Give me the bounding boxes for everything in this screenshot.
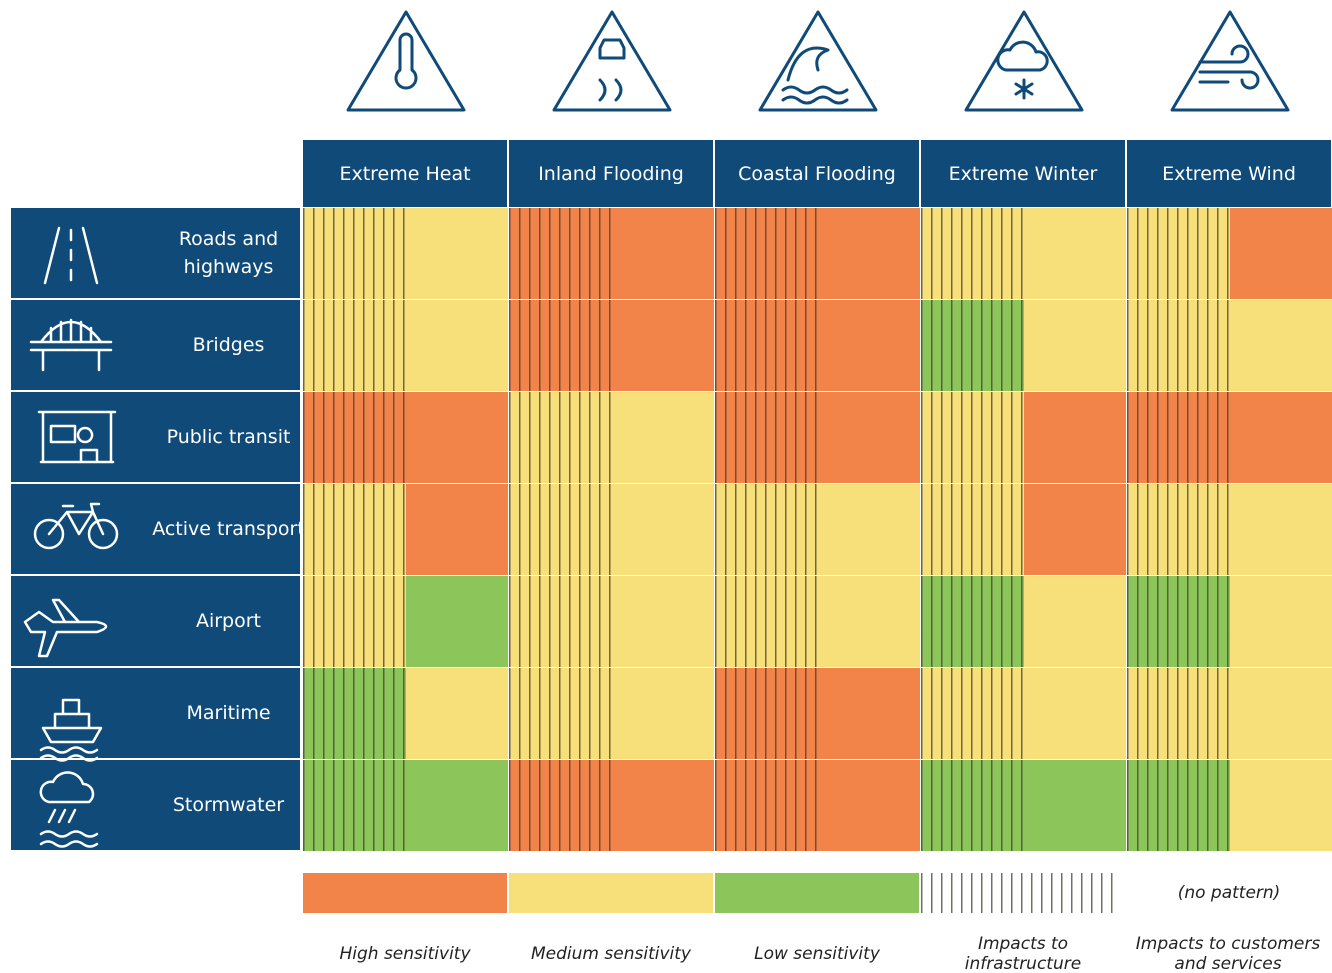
cell-customers	[1024, 300, 1126, 391]
hazard-icons	[346, 10, 1290, 112]
legend-label: Medium sensitivity	[531, 944, 691, 964]
legend-swatch	[509, 873, 713, 913]
column-header: Inland Flooding	[509, 140, 713, 207]
cell-infrastructure	[1127, 392, 1230, 483]
row-label: Active transport	[152, 518, 305, 540]
cell-infrastructure	[921, 484, 1024, 575]
cell-customers	[1230, 392, 1332, 483]
cell-customers	[1024, 576, 1126, 667]
cell-infrastructure	[715, 392, 818, 483]
cell-customers	[818, 300, 920, 391]
cell-customers	[406, 760, 508, 851]
cell-customers	[612, 300, 714, 391]
cell-customers	[1024, 392, 1126, 483]
cell-customers	[1230, 208, 1332, 299]
cell-customers	[1024, 668, 1126, 759]
legend-label: High sensitivity	[339, 944, 471, 964]
row-header: Active transport	[11, 484, 305, 574]
cell-customers	[818, 576, 920, 667]
column-header: Coastal Flooding	[715, 140, 919, 207]
cell-customers	[1230, 576, 1332, 667]
cell-infrastructure	[303, 760, 406, 851]
cell-customers	[406, 300, 508, 391]
cell-infrastructure	[509, 668, 612, 759]
cell-infrastructure	[715, 208, 818, 299]
row-label: Roads and highways	[178, 228, 279, 278]
row-label: Maritime	[186, 702, 271, 724]
cell-infrastructure	[715, 300, 818, 391]
cell-customers	[406, 576, 508, 667]
cell-infrastructure	[921, 668, 1024, 759]
cell-customers	[612, 760, 714, 851]
cell-customers	[406, 668, 508, 759]
cell-customers	[406, 208, 508, 299]
cell-infrastructure	[303, 484, 406, 575]
row-label: Airport	[195, 610, 262, 632]
cell-infrastructure	[1127, 576, 1230, 667]
cell-customers	[1230, 668, 1332, 759]
row-label: Bridges	[192, 334, 265, 356]
cell-customers	[818, 208, 920, 299]
cell-customers	[612, 208, 714, 299]
legend-swatch	[715, 873, 919, 913]
cell-infrastructure	[509, 576, 612, 667]
cell-infrastructure	[509, 484, 612, 575]
cell-infrastructure	[921, 392, 1024, 483]
cell-infrastructure	[303, 208, 406, 299]
cell-customers	[1230, 484, 1332, 575]
column-header: Extreme Winter	[921, 140, 1125, 207]
cell-customers	[818, 484, 920, 575]
cell-infrastructure	[1127, 208, 1230, 299]
cell-infrastructure	[1127, 484, 1230, 575]
cell-infrastructure	[715, 484, 818, 575]
cell-customers	[1024, 208, 1126, 299]
cell-customers	[612, 484, 714, 575]
cell-infrastructure	[509, 300, 612, 391]
legend-label: Low sensitivity	[754, 944, 880, 964]
row-label: Public transit	[166, 426, 291, 448]
cell-infrastructure	[303, 668, 406, 759]
row-header: Bridges	[11, 300, 300, 390]
legend-swatch	[921, 873, 1121, 913]
row-label: Stormwater	[172, 794, 285, 816]
cell-customers	[612, 576, 714, 667]
cell-infrastructure	[715, 668, 818, 759]
cell-infrastructure	[303, 392, 406, 483]
cell-infrastructure	[509, 392, 612, 483]
cell-customers	[818, 392, 920, 483]
legend-label: Impacts to infrastructure	[964, 934, 1082, 973]
cell-infrastructure	[921, 760, 1024, 851]
row-header: Public transit	[11, 392, 300, 482]
cell-customers	[818, 760, 920, 851]
cell-customers	[1024, 484, 1126, 575]
row-icons	[23, 226, 119, 848]
cell-infrastructure	[509, 208, 612, 299]
cell-infrastructure	[921, 208, 1024, 299]
cell-infrastructure	[1127, 300, 1230, 391]
legend-label: Impacts to customers and services	[1135, 934, 1321, 973]
cell-customers	[1024, 760, 1126, 851]
cell-infrastructure	[509, 760, 612, 851]
cell-infrastructure	[921, 576, 1024, 667]
row-header: Roads and highways	[11, 208, 300, 298]
cell-infrastructure	[303, 576, 406, 667]
legend-swatch	[303, 873, 507, 913]
cell-customers	[1230, 760, 1332, 851]
cell-infrastructure	[303, 300, 406, 391]
cell-customers	[1230, 300, 1332, 391]
column-header: Extreme Wind	[1127, 140, 1331, 207]
cell-customers	[406, 392, 508, 483]
legend-note: (no pattern)	[1177, 883, 1281, 903]
cell-customers	[612, 668, 714, 759]
cell-infrastructure	[1127, 760, 1230, 851]
cell-customers	[818, 668, 920, 759]
cell-customers	[612, 392, 714, 483]
cell-customers	[406, 484, 508, 575]
cell-infrastructure	[1127, 668, 1230, 759]
cell-infrastructure	[715, 760, 818, 851]
cell-infrastructure	[715, 576, 818, 667]
cell-infrastructure	[921, 300, 1024, 391]
column-header: Extreme Heat	[303, 140, 507, 207]
